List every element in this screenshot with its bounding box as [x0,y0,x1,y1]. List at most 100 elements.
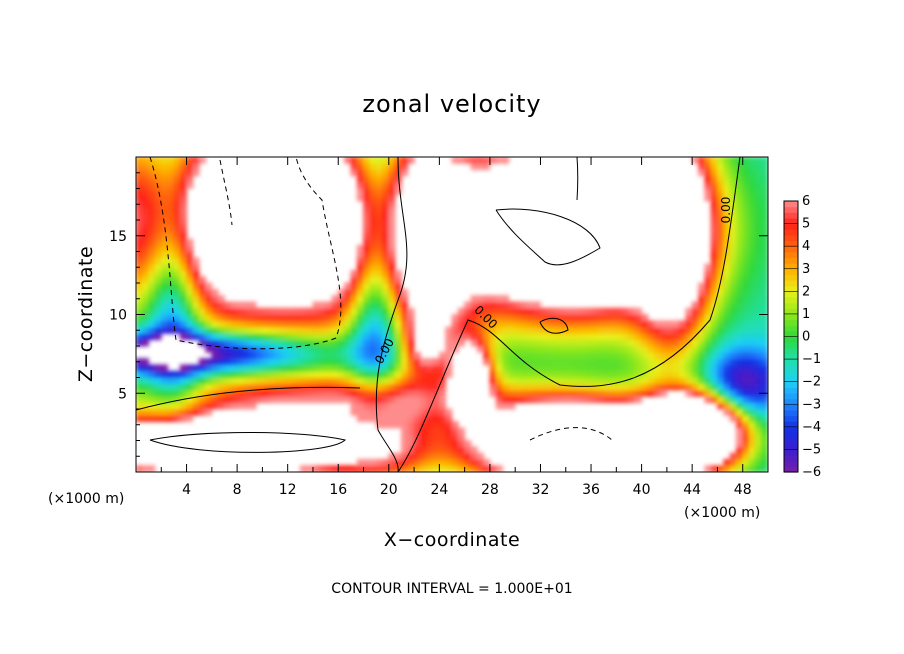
heatmap-cell [401,364,409,372]
heatmap-cell [622,370,630,378]
heatmap-cell [186,162,194,170]
heatmap-cell [262,326,270,334]
heatmap-cell [704,169,712,177]
heatmap-cell [293,339,301,347]
y-tick-label: 10 [109,308,127,324]
heatmap-cell [622,364,630,372]
heatmap-cell [179,169,187,177]
heatmap-cell [205,326,213,334]
heatmap-cell [748,213,756,221]
heatmap-cell [710,396,718,404]
contour-label: 0.00 [719,197,733,224]
heatmap-cell [363,188,371,196]
heatmap-cell [584,314,592,322]
heatmap-cell [754,282,763,290]
heatmap-cell [698,345,706,353]
heatmap-cell [729,175,737,183]
heatmap-cell [407,414,415,422]
heatmap-cell [413,421,421,429]
heatmap-cell [729,383,737,391]
heatmap-cell [401,459,409,467]
heatmap-cell [495,326,503,334]
heatmap-cell [167,251,175,259]
heatmap-cell [742,465,750,472]
heatmap-cell [729,396,737,404]
heatmap-cell [754,207,763,215]
colorbar-segment [784,313,798,321]
colorbar-segment [784,234,798,242]
heatmap-cell [470,452,478,460]
heatmap-cell [363,459,371,467]
heatmap-cell [420,446,428,454]
heatmap-cell [729,301,737,309]
heatmap-cell [388,270,396,278]
colorbar-segment [784,217,798,225]
heatmap-cell [451,421,459,429]
heatmap-cell [508,351,516,359]
heatmap-cell [628,339,636,347]
heatmap-cell [375,238,383,246]
heatmap-cell [375,157,383,164]
heatmap-cell [438,446,447,454]
heatmap-cell [723,251,731,259]
heatmap-cell [363,377,371,385]
heatmap-cell [514,383,522,391]
heatmap-cell [742,370,750,378]
heatmap-cell [249,396,257,404]
heatmap-cell [552,333,560,341]
heatmap-cell [748,377,756,385]
heatmap-cell [679,326,687,334]
heatmap-cell [217,377,225,385]
heatmap-cell [160,282,168,290]
heatmap-cell [571,307,579,315]
heatmap-cell [141,276,150,284]
heatmap-cell [331,314,339,322]
heatmap-cell [160,194,168,202]
heatmap-cell [394,339,402,347]
heatmap-cell [502,301,510,309]
heatmap-cell [729,326,737,334]
heatmap-cell [382,225,390,233]
heatmap-cell [350,276,358,284]
heatmap-cell [167,270,175,278]
heatmap-cell [584,339,592,347]
heatmap-cell [521,307,529,315]
heatmap-cell [559,326,567,334]
heatmap-cell [205,333,213,341]
heatmap-cell [154,162,162,170]
heatmap-cell [407,402,415,410]
heatmap-cell [369,345,377,353]
heatmap-cell [413,370,421,378]
heatmap-cell [754,181,763,189]
heatmap-cell [723,288,731,296]
heatmap-cell [173,276,181,284]
heatmap-cell [350,358,358,366]
heatmap-cell [565,314,573,322]
heatmap-cell [186,377,194,385]
heatmap-cell [578,358,586,366]
heatmap-cell [420,452,428,460]
heatmap-cell [660,326,668,334]
heatmap-cell [350,402,358,410]
heatmap-cell [596,307,605,315]
heatmap-cell [407,396,415,404]
heatmap-cell [584,320,592,328]
heatmap-cell [337,351,345,359]
heatmap-cell [205,402,213,410]
heatmap-cell [167,301,175,309]
heatmap-cell [154,402,162,410]
heatmap-cell [382,251,390,259]
heatmap-cell [660,358,668,366]
x-tick-label: 32 [532,482,550,498]
heatmap-cell [438,459,447,467]
heatmap-cell [243,320,251,328]
heatmap-cell [375,169,383,177]
heatmap-cell [356,295,364,303]
heatmap-cell [274,326,282,334]
heatmap-cell [445,440,453,448]
heatmap-cell [401,358,409,366]
heatmap-cell [179,320,187,328]
heatmap-cell [141,188,150,196]
heatmap-cell [230,377,238,385]
heatmap-cell [653,339,661,347]
